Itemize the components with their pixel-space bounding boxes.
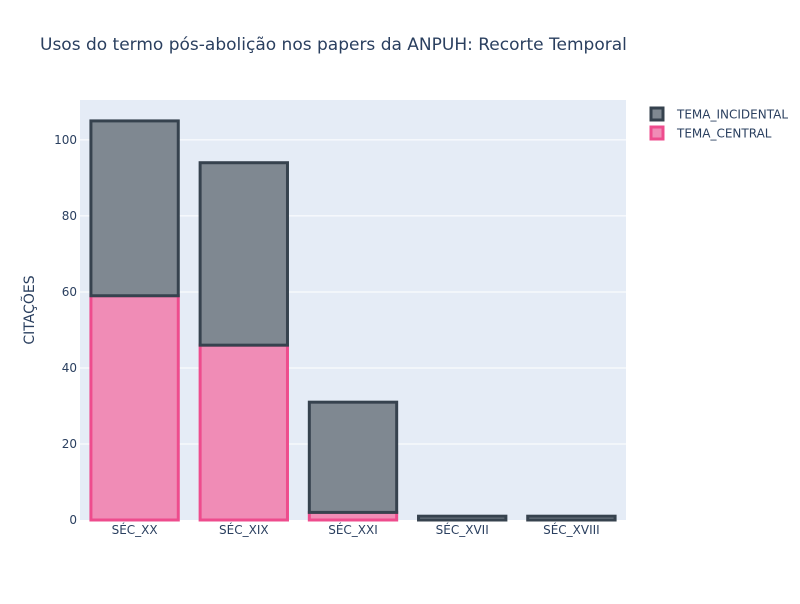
y-tick-label: 60 [62,285,77,299]
x-tick-label: SÉC_XIX [219,522,269,537]
bar-tema-central[interactable] [89,294,180,522]
x-tick-label: SÉC_XX [112,522,158,537]
y-tick-label: 0 [69,513,77,527]
legend-label[interactable]: TEMA_CENTRAL [676,127,772,141]
legend-label[interactable]: TEMA_INCIDENTAL [676,108,788,122]
y-axis-title: CITAÇÕES [21,275,38,344]
legend-swatch[interactable] [649,106,665,122]
bar-tema-incidental[interactable] [526,514,617,522]
y-tick-label: 100 [54,133,77,147]
legend-swatch[interactable] [649,125,665,141]
chart-title: Usos do termo pós-abolição nos papers da… [40,35,627,55]
x-tick-label: SÉC_XVIII [543,522,600,537]
x-axis-ticks: SÉC_XX SÉC_XIX SÉC_XXI SÉC_XVII SÉC_XVIII [112,522,600,537]
bar-tema-incidental[interactable] [89,119,180,298]
legend[interactable]: TEMA_INCIDENTAL TEMA_CENTRAL [649,106,788,141]
y-tick-label: 40 [62,361,77,375]
bar-tema-central[interactable] [198,343,289,522]
x-tick-label: SÉC_XVII [436,522,489,537]
x-tick-label: SÉC_XXI [328,522,378,537]
bar-tema-incidental[interactable] [307,400,399,514]
bar-tema-incidental[interactable] [417,514,508,522]
y-axis-ticks: 0 20 40 60 80 100 [54,133,77,527]
bar-tema-incidental[interactable] [198,161,289,347]
y-tick-label: 20 [62,437,77,451]
bars[interactable] [89,119,617,522]
y-tick-label: 80 [62,209,77,223]
